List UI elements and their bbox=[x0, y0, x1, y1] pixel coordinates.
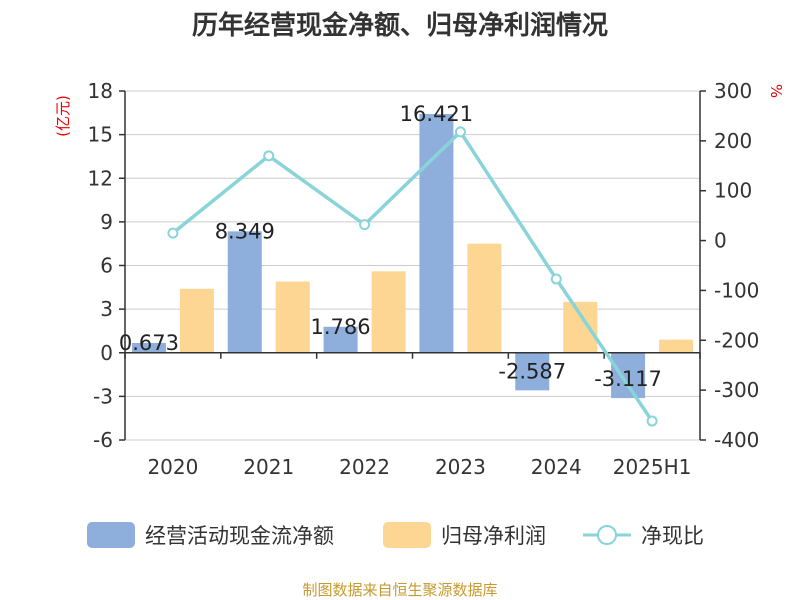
right-axis-tick-label: -200 bbox=[714, 328, 759, 352]
legend-label-netprofit: 归母净利润 bbox=[441, 524, 546, 548]
bar-netprofit bbox=[659, 339, 694, 353]
bar-cashflow bbox=[611, 352, 646, 399]
legend-label-cashflow: 经营活动现金流净额 bbox=[145, 524, 334, 548]
bar-layer bbox=[131, 113, 694, 399]
left-axis-tick-label: 12 bbox=[88, 166, 113, 190]
left-axis-tick-label: 6 bbox=[100, 254, 113, 278]
data-label: 0.673 bbox=[119, 331, 179, 355]
legend: 经营活动现金流净额 归母净利润 净现比 bbox=[87, 522, 704, 548]
line-cash-ratio bbox=[171, 129, 654, 423]
legend-swatch-netprofit bbox=[383, 522, 431, 548]
x-axis-tick-label: 2025H1 bbox=[613, 455, 692, 479]
axis-layer: 18 15 12 9 6 3 0 -3 -6 300 200 100 0 -100 -200 -300 -400… bbox=[88, 79, 760, 479]
left-axis-tick-label: 0 bbox=[100, 341, 113, 365]
legend-swatch-marker bbox=[597, 525, 617, 545]
x-axis-tick-label: 2023 bbox=[435, 455, 486, 479]
data-label-layer: 0.673 8.349 1.786 16.421 -2.587 -3.117 bbox=[119, 102, 662, 391]
right-axis-tick-label: 200 bbox=[714, 129, 752, 153]
right-axis-tick-label: -100 bbox=[714, 278, 759, 302]
left-axis-tick-label: 18 bbox=[88, 79, 113, 103]
line-layer bbox=[167, 126, 658, 427]
x-axis-tick-label: 2024 bbox=[531, 455, 582, 479]
right-axis-tick-label: 100 bbox=[714, 179, 752, 203]
line-point bbox=[359, 219, 371, 231]
bar-cashflow bbox=[515, 352, 550, 391]
line-point bbox=[263, 150, 275, 162]
legend-label-ratio: 净现比 bbox=[641, 524, 704, 548]
left-axis-unit: (亿元) bbox=[54, 95, 72, 137]
right-axis-tick-label: -300 bbox=[714, 378, 759, 402]
left-axis-tick-label: 9 bbox=[100, 210, 113, 234]
bar-netprofit bbox=[563, 301, 598, 353]
left-axis-tick-label: 15 bbox=[88, 123, 113, 147]
legend-swatch-cashflow bbox=[87, 522, 135, 548]
data-label: 16.421 bbox=[400, 102, 473, 126]
right-axis-unit: % bbox=[767, 84, 785, 98]
line-point bbox=[550, 273, 562, 285]
bar-cashflow bbox=[227, 231, 262, 353]
bar-netprofit bbox=[179, 288, 214, 353]
data-label: 8.349 bbox=[215, 219, 275, 243]
right-axis-tick-label: 0 bbox=[714, 229, 727, 253]
line-point bbox=[454, 126, 466, 138]
bar-netprofit bbox=[275, 281, 310, 353]
chart-title: 历年经营现金净额、归母净利润情况 bbox=[192, 10, 608, 41]
bar-cashflow bbox=[419, 113, 454, 353]
x-axis-tick-label: 2022 bbox=[339, 455, 390, 479]
bar-cashflow bbox=[131, 342, 166, 353]
bar-netprofit bbox=[371, 271, 406, 353]
left-axis-tick-label: 3 bbox=[100, 297, 113, 321]
data-label: 1.786 bbox=[311, 315, 371, 339]
left-axis-tick-label: -6 bbox=[93, 428, 113, 452]
x-axis-tick-label: 2020 bbox=[147, 455, 198, 479]
line-point bbox=[646, 415, 658, 427]
line-point bbox=[167, 227, 179, 239]
data-label: -3.117 bbox=[594, 367, 662, 391]
right-axis-tick-label: 300 bbox=[714, 79, 752, 103]
x-axis-tick-label: 2021 bbox=[243, 455, 294, 479]
bar-cashflow bbox=[323, 326, 358, 353]
data-label: -2.587 bbox=[498, 359, 566, 383]
left-axis-tick-label: -3 bbox=[93, 384, 113, 408]
right-axis-tick-label: -400 bbox=[714, 428, 759, 452]
bar-netprofit bbox=[467, 243, 502, 353]
source-note: 制图数据来自恒生聚源数据库 bbox=[302, 581, 497, 599]
